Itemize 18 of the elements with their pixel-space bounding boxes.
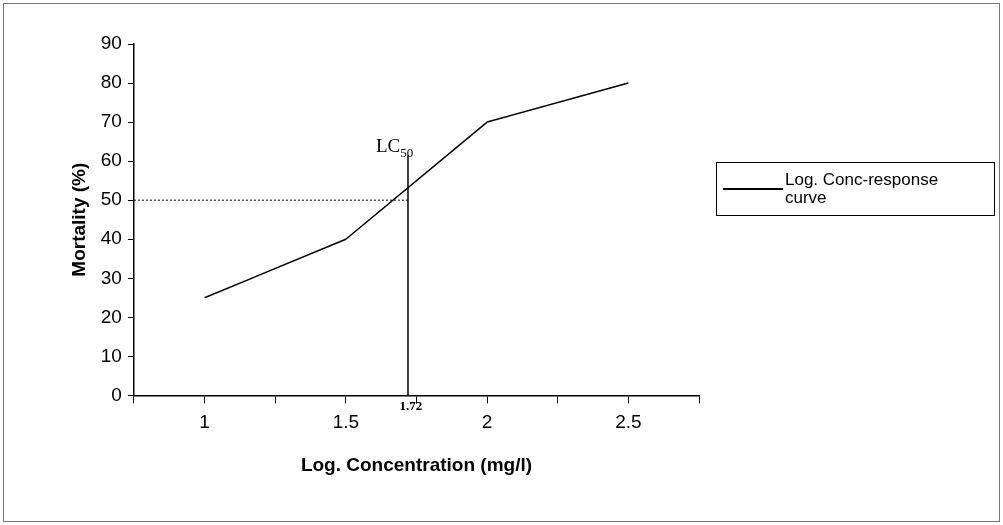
y-tick-label: 60	[100, 149, 122, 171]
y-tick-label: 50	[100, 188, 122, 210]
y-tick-label: 30	[100, 266, 122, 288]
y-tick-label: 80	[100, 71, 122, 93]
y-axis-title: Mortality (%)	[67, 162, 89, 277]
x-axis-title: Log. Concentration (mg/l)	[300, 453, 533, 475]
y-tick-label: 90	[100, 32, 122, 54]
x-tick-label: 1.5	[332, 411, 360, 433]
annotation: 1.72	[399, 398, 423, 414]
y-tick-label: 20	[100, 305, 122, 327]
y-tick-label: 0	[111, 383, 122, 405]
y-tick-label: 40	[100, 227, 122, 249]
x-tick-label: 2.5	[615, 411, 642, 433]
x-tick-label: 1	[199, 411, 210, 433]
legend-label: Log. Conc-response curve	[785, 170, 940, 207]
y-tick-label: 70	[100, 110, 122, 132]
x-tick-label: 2	[481, 411, 493, 433]
y-tick-label: 10	[100, 344, 122, 366]
